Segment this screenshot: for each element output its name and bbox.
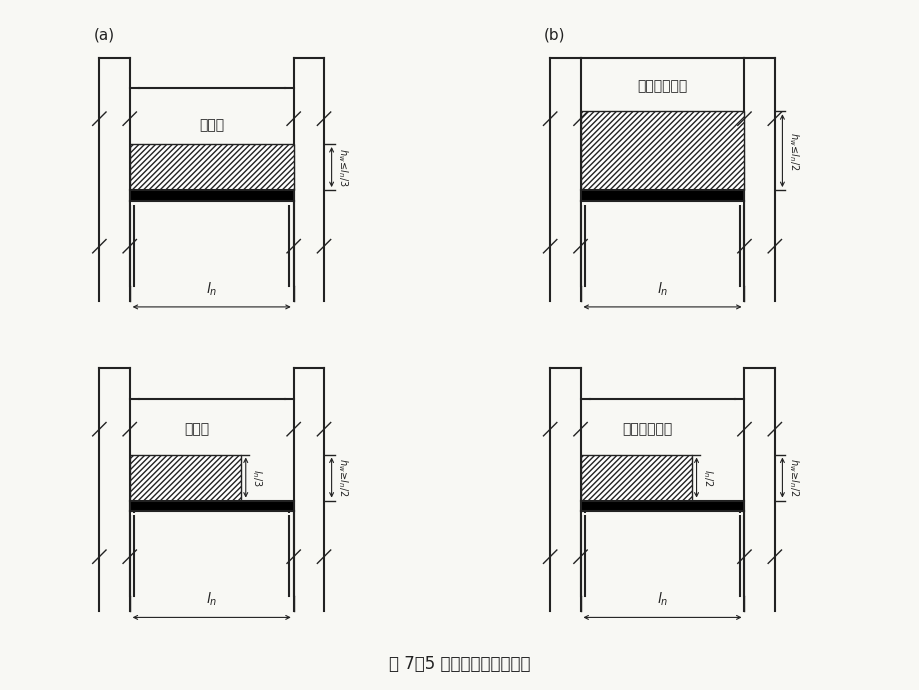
Bar xyxy=(130,144,293,190)
Text: 小型砌块砌体: 小型砌块砌体 xyxy=(637,79,686,93)
Bar xyxy=(582,513,743,515)
Text: 砖砌体: 砖砌体 xyxy=(199,118,224,132)
Text: 砖砌体: 砖砌体 xyxy=(184,422,209,436)
Text: 小型砌块砌体: 小型砌块砌体 xyxy=(621,422,672,436)
Bar xyxy=(580,455,691,500)
Bar xyxy=(582,202,743,205)
Bar xyxy=(130,190,293,201)
Bar xyxy=(131,202,292,205)
Text: $l_n/2$: $l_n/2$ xyxy=(700,469,714,486)
Text: (b): (b) xyxy=(543,28,565,43)
Text: $l_n$: $l_n$ xyxy=(656,591,667,609)
Bar xyxy=(131,513,292,515)
Text: $l_n$: $l_n$ xyxy=(206,591,217,609)
Text: $h_w\!\geq\! l_n/2$: $h_w\!\geq\! l_n/2$ xyxy=(335,458,349,497)
Bar xyxy=(580,500,743,511)
Bar xyxy=(130,500,293,511)
Text: (a): (a) xyxy=(93,28,114,43)
Text: $l_n/3$: $l_n/3$ xyxy=(250,469,264,486)
Text: $h_w\!\geq\! l_n/2$: $h_w\!\geq\! l_n/2$ xyxy=(786,458,800,497)
Text: $h_w\!\leq\! l_n/3$: $h_w\!\leq\! l_n/3$ xyxy=(335,148,349,186)
Text: $h_w\!\leq\! l_n/2$: $h_w\!\leq\! l_n/2$ xyxy=(786,132,800,170)
Bar xyxy=(130,455,241,500)
Bar xyxy=(580,190,743,201)
Text: $l_n$: $l_n$ xyxy=(206,280,217,298)
Text: 图 7－5 过梁承受的墙体荷载: 图 7－5 过梁承受的墙体荷载 xyxy=(389,655,530,673)
Bar xyxy=(580,111,743,190)
Text: $l_n$: $l_n$ xyxy=(656,280,667,298)
